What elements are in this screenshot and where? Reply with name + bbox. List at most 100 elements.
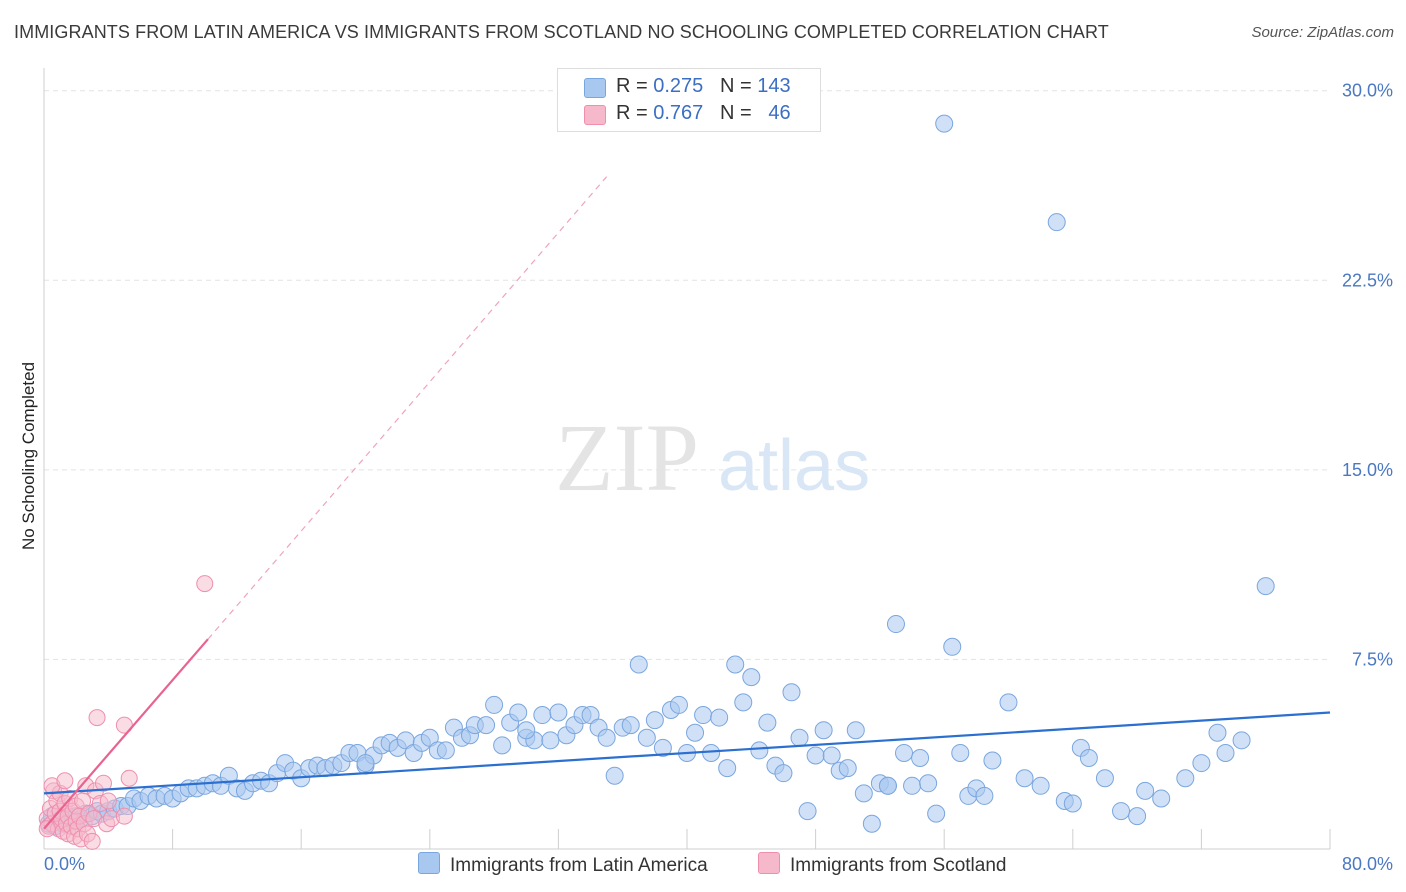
chart-title: IMMIGRANTS FROM LATIN AMERICA VS IMMIGRA…: [14, 22, 1109, 42]
data-point: [1128, 807, 1147, 826]
data-point: [493, 736, 512, 755]
data-point: [1152, 789, 1171, 808]
data-point: [120, 769, 138, 787]
data-point: [774, 764, 793, 783]
data-point: [94, 774, 112, 792]
data-point: [1176, 769, 1195, 788]
data-point: [669, 695, 688, 714]
bottom-legend-label: Immigrants from Scotland: [790, 855, 1007, 876]
data-point: [838, 759, 857, 778]
legend-swatch-pink: [584, 105, 606, 125]
trend-line-latin-america: [43, 711, 1331, 795]
bottom-legend-swatch-pink: [758, 852, 780, 874]
y-axis-label: No Schooling Completed: [19, 362, 38, 550]
data-point: [822, 746, 841, 765]
data-point: [38, 820, 56, 838]
watermark: ZIP atlas: [555, 404, 870, 511]
data-point: [911, 749, 930, 768]
data-point: [645, 711, 664, 730]
data-point: [1063, 794, 1082, 813]
data-point: [846, 721, 865, 740]
data-point: [196, 575, 214, 593]
data-point: [878, 776, 897, 795]
data-point: [115, 807, 133, 825]
data-point: [581, 706, 600, 725]
data-point: [927, 804, 946, 823]
data-point: [702, 743, 721, 762]
data-point: [1136, 781, 1155, 800]
grid-lines: [44, 90, 1330, 660]
data-point: [790, 728, 809, 747]
x-tick-label: 0.0%: [44, 854, 85, 874]
data-point: [710, 708, 729, 727]
data-point: [420, 728, 439, 747]
data-point: [83, 832, 101, 850]
data-point: [541, 731, 560, 750]
data-point: [629, 655, 648, 674]
data-point: [1047, 213, 1066, 232]
data-point: [935, 114, 954, 133]
data-point: [517, 721, 536, 740]
data-point: [533, 706, 552, 725]
data-point: [798, 802, 817, 821]
data-point: [1192, 754, 1211, 773]
data-point: [886, 615, 905, 634]
trend-line-scotland: [43, 638, 209, 830]
data-point: [549, 703, 568, 722]
data-point: [653, 738, 672, 757]
data-point: [854, 784, 873, 803]
data-point: [1095, 769, 1114, 788]
data-point: [1015, 769, 1034, 788]
data-point: [951, 743, 970, 762]
legend-r-label: R =: [616, 75, 648, 97]
y-tick-label: 30.0%: [1342, 81, 1393, 101]
data-point: [1079, 749, 1098, 768]
data-point: [56, 772, 74, 790]
data-point: [99, 792, 117, 810]
data-point: [782, 683, 801, 702]
legend-r-value: 0.767: [653, 102, 704, 124]
bottom-legend-swatch-blue: [418, 852, 440, 874]
data-point: [605, 766, 624, 785]
data-point: [862, 814, 881, 833]
data-point: [1256, 577, 1275, 596]
data-point: [597, 728, 616, 747]
data-point: [806, 746, 825, 765]
data-point: [919, 774, 938, 793]
series-scotland-points: [38, 575, 214, 850]
y-tick-label: 7.5%: [1352, 649, 1393, 669]
data-point: [621, 716, 640, 735]
data-point: [219, 766, 238, 785]
y-tick-label: 22.5%: [1342, 270, 1393, 290]
trend-line-scotland-extension: [207, 176, 608, 640]
watermark-zip: ZIP: [555, 404, 699, 511]
data-point: [734, 693, 753, 712]
data-point: [758, 713, 777, 732]
data-point: [1112, 802, 1131, 821]
data-point: [1232, 731, 1251, 750]
data-point: [1216, 743, 1235, 762]
legend-r-label: R =: [616, 102, 648, 124]
x-tick-label: 80.0%: [1342, 854, 1393, 874]
legend-r-value: 0.275: [653, 75, 704, 97]
correlation-legend: R = 0.275 N = 143 R = 0.767 N = 46: [557, 68, 821, 132]
watermark-atlas: atlas: [718, 426, 870, 506]
legend-n-label: N =: [719, 75, 752, 97]
legend-n-label: N =: [719, 102, 752, 124]
y-tick-label: 15.0%: [1342, 460, 1393, 480]
bottom-legend-latin-america: Immigrants from Latin America: [418, 852, 708, 877]
legend-n-value: 143: [757, 75, 791, 97]
legend-swatch-blue: [584, 78, 606, 98]
data-point: [436, 741, 455, 760]
data-point: [943, 637, 962, 656]
data-point: [814, 721, 833, 740]
data-point: [750, 741, 769, 760]
data-point: [718, 759, 737, 778]
bottom-legend-scotland: Immigrants from Scotland: [758, 852, 1006, 877]
tick-labels: 7.5% 15.0% 22.5% 30.0% 0.0% 80.0%: [44, 81, 1393, 874]
data-point: [742, 668, 761, 687]
source-label: Source: ZipAtlas.com: [1251, 24, 1394, 41]
data-point: [895, 743, 914, 762]
data-point: [509, 703, 528, 722]
